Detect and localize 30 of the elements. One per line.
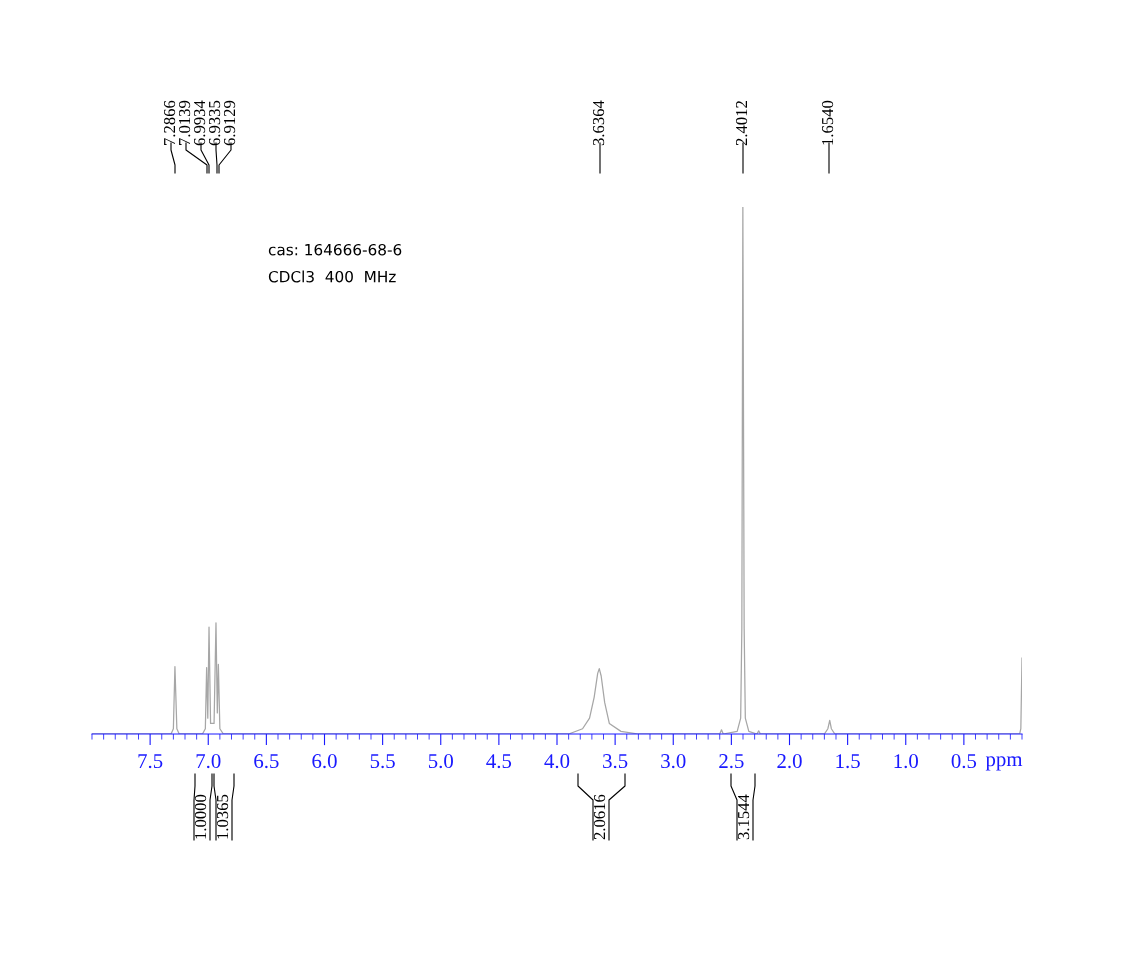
x-tick-label: 3.5 <box>603 754 628 769</box>
x-tick-label: 3.0 <box>661 754 686 769</box>
x-axis-title: ppm <box>985 756 1023 771</box>
text: 3.1544 <box>737 794 750 840</box>
x-tick-label: 6.0 <box>312 754 337 769</box>
text: 2.4012 <box>735 101 748 146</box>
x-tick-label: 5.0 <box>428 754 453 769</box>
text: 1.0365 <box>216 794 229 839</box>
text: 2.0616 <box>593 794 606 840</box>
x-tick-label: 4.5 <box>486 754 512 769</box>
text: 3.6364 <box>592 100 605 146</box>
annotation: cas: 164666-68-6 <box>268 243 402 256</box>
x-tick-label: 1.0 <box>894 754 918 769</box>
text: 7.0139 <box>178 100 191 145</box>
text: 1.6540 <box>821 100 834 145</box>
x-tick-label: 6.5 <box>254 754 279 769</box>
text: 7.2866 <box>163 100 176 145</box>
text: 1.0000 <box>194 794 207 839</box>
x-tick-label: 2.0 <box>777 754 802 769</box>
text: 6.9934 <box>193 100 206 146</box>
x-tick-label: 7.0 <box>196 754 221 769</box>
x-tick-label: 0.5 <box>951 754 977 769</box>
text: 6.9335 <box>208 100 221 146</box>
x-tick-label: 7.5 <box>138 754 163 769</box>
x-tick-label: 4.0 <box>544 754 570 769</box>
text: 6.9129 <box>223 100 236 146</box>
x-tick-label: 1.5 <box>836 754 860 769</box>
x-tick-label: 2.5 <box>719 754 744 769</box>
x-tick-label: 5.5 <box>370 754 395 769</box>
annotation: CDCl3 400 MHz <box>268 270 396 283</box>
